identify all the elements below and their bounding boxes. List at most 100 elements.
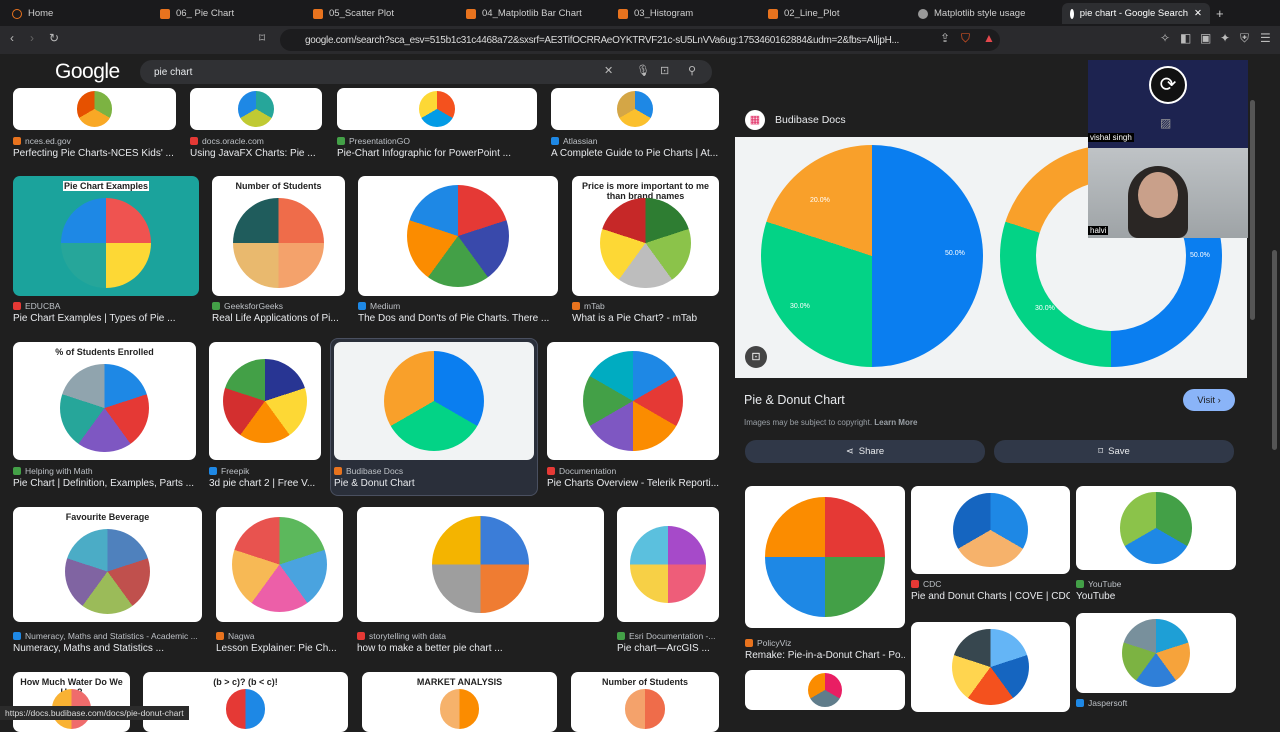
result-title[interactable]: Pie Chart Examples | Types of Pie ... [13,313,176,324]
brave-shields-icon[interactable]: ⛉ [961,31,971,45]
result-thumbnail[interactable]: % of Students Enrolled [13,342,196,460]
tab-6[interactable]: Matplotlib style usage [910,3,1050,24]
clear-icon[interactable]: ✕ [604,65,614,77]
result-title[interactable]: Numeracy, Maths and Statistics ... [13,643,164,654]
related-thumbnail[interactable] [1076,613,1236,693]
tab-1[interactable]: 06_ Pie Chart [152,3,292,24]
result-title[interactable]: A Complete Guide to Pie Charts | At... [551,148,719,159]
related-thumbnail[interactable] [911,622,1070,712]
leo-ai-icon[interactable]: ✦ [1220,31,1231,45]
result-title[interactable]: how to make a better pie chart ... [357,643,503,654]
share-button[interactable]: ⋖ Share [745,440,985,463]
result-title[interactable]: Pie and Donut Charts | COVE | CDC [911,591,1070,602]
result-title[interactable]: Perfecting Pie Charts-NCES Kids' ... [13,148,174,159]
result-source[interactable]: Nagwa [216,631,254,641]
result-source[interactable]: docs.oracle.com [190,136,264,146]
result-source[interactable]: PresentationGO [337,136,410,146]
visit-button[interactable]: Visit › [1183,389,1235,411]
result-source[interactable]: PolicyViz [745,638,791,648]
result-thumbnail[interactable] [551,88,719,130]
result-source[interactable]: Documentation [547,466,616,476]
close-tab-icon[interactable]: ✕ [1194,8,1202,19]
result-thumbnail[interactable] [334,342,534,460]
result-thumbnail[interactable] [357,507,604,622]
learn-more-link[interactable]: Learn More [874,418,918,427]
menu-icon[interactable]: ☰ [1260,31,1271,45]
result-title[interactable]: The Dos and Don'ts of Pie Charts. There … [358,313,550,324]
result-thumbnail[interactable]: Price is more important to me than brand… [572,176,719,296]
new-tab-icon[interactable]: + [1216,6,1224,21]
result-thumbnail[interactable]: Pie Chart Examples [13,176,199,296]
result-source[interactable]: Atlassian [551,136,598,146]
result-thumbnail[interactable]: How Much Water Do We Use? [13,672,130,732]
address-bar[interactable]: google.com/search?sca_esv=515b1c31c4468a… [280,29,1000,51]
save-button[interactable]: ⌑ Save [994,440,1234,463]
panel-title[interactable]: Pie & Donut Chart [744,393,845,407]
tab-5[interactable]: 02_Line_Plot [760,3,900,24]
result-title[interactable]: Lesson Explainer: Pie Ch... [216,643,337,654]
lens-search-icon[interactable]: ⊡ [745,346,767,368]
panel-source[interactable]: Budibase Docs [775,114,846,126]
result-thumbnail[interactable] [547,342,719,460]
result-thumbnail[interactable]: Favourite Beverage [13,507,202,622]
result-title[interactable]: Real Life Applications of Pi... [212,313,339,324]
search-input[interactable]: pie chart [140,60,712,84]
panel-scrollbar[interactable] [1250,100,1255,320]
result-title[interactable]: Pie-Chart Infographic for PowerPoint ... [337,148,511,159]
result-thumbnail[interactable] [216,507,343,622]
result-source[interactable]: EDUCBA [13,301,60,311]
result-source[interactable]: GeeksforGeeks [212,301,283,311]
lens-icon[interactable]: ⊡ [660,65,670,77]
result-thumbnail[interactable]: Number of Students [212,176,345,296]
tab-3[interactable]: 04_Matplotlib Bar Chart [458,3,608,24]
result-title[interactable]: 3d pie chart 2 | Free V... [209,478,316,489]
result-title[interactable]: What is a Pie Chart? - mTab [572,313,698,324]
sidebar-icon[interactable]: ◧ [1180,31,1192,45]
result-title[interactable]: Pie & Donut Chart [334,478,415,489]
google-logo[interactable]: Google [55,60,120,83]
result-title[interactable]: Using JavaFX Charts: Pie ... [190,148,316,159]
result-source[interactable]: Budibase Docs [334,466,403,476]
result-title[interactable]: Remake: Pie-in-a-Donut Chart - Po... [745,650,905,661]
related-thumbnail[interactable] [745,486,905,628]
result-title[interactable]: Pie chart—ArcGIS ... [617,643,710,654]
result-thumbnail[interactable]: Number of Students [571,672,719,732]
tab-2[interactable]: 05_Scatter Plot [305,3,445,24]
result-source[interactable]: CDC [911,579,941,589]
page-scrollbar[interactable] [1272,250,1277,450]
result-source[interactable]: Medium [358,301,400,311]
result-source[interactable]: mTab [572,301,605,311]
result-thumbnail[interactable] [190,88,322,130]
share-page-icon[interactable]: ⇪ [940,31,951,45]
result-title[interactable]: Pie Chart | Definition, Examples, Parts … [13,478,195,489]
result-source[interactable]: Numeracy, Maths and Statistics - Academi… [13,631,198,641]
result-title[interactable]: YouTube [1076,591,1116,602]
result-title[interactable]: Pie Charts Overview - Telerik Reporti... [547,478,720,489]
search-icon[interactable]: ⚲ [688,65,697,77]
result-thumbnail[interactable] [337,88,537,130]
result-source[interactable]: Jaspersoft [1076,698,1127,708]
tab-4[interactable]: 03_Histogram [610,3,750,24]
extensions-icon[interactable]: ✧ [1160,31,1171,45]
forward-icon[interactable]: › [30,31,34,45]
wallet-icon[interactable]: ▣ [1200,31,1212,45]
back-icon[interactable]: ‹ [10,31,14,45]
result-source[interactable]: Helping with Math [13,466,93,476]
result-source[interactable]: YouTube [1076,579,1121,589]
result-thumbnail[interactable]: (b > c)? (b < c)! [143,672,348,732]
brave-rewards-icon[interactable]: ▲ [983,31,995,45]
related-thumbnail[interactable] [745,670,905,710]
bookmark-icon[interactable]: ⌑ [259,31,266,45]
result-thumbnail[interactable] [209,342,321,460]
result-thumbnail[interactable] [617,507,719,622]
result-thumbnail[interactable] [13,88,176,130]
result-thumbnail[interactable] [358,176,558,296]
related-thumbnail[interactable] [911,486,1070,574]
result-thumbnail[interactable]: MARKET ANALYSIS [362,672,557,732]
result-source[interactable]: storytelling with data [357,631,446,641]
result-source[interactable]: Esri Documentation -... [617,631,715,641]
microphone-icon[interactable]: 🎙 [636,65,650,77]
related-thumbnail[interactable] [1076,486,1236,570]
reload-icon[interactable]: ↻ [49,31,60,45]
tab-0[interactable]: Home [4,3,144,24]
